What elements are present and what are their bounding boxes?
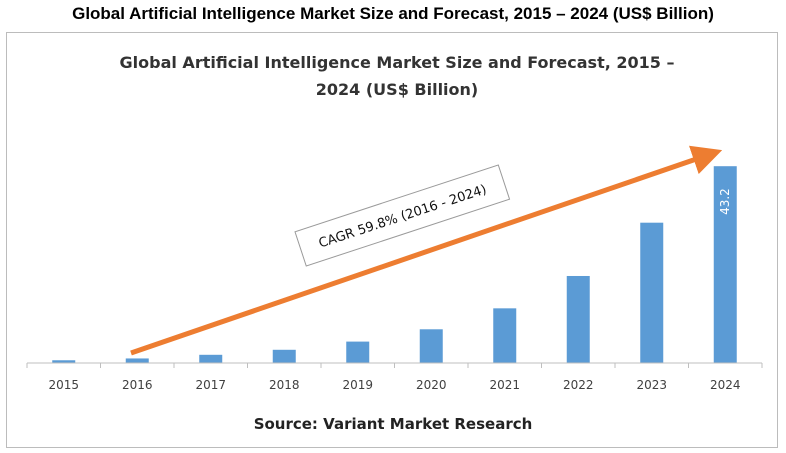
x-tick-label-2015: 2015	[48, 378, 79, 392]
bar-2021	[493, 308, 517, 363]
bar-2016	[125, 358, 149, 363]
bar-2019	[346, 341, 370, 363]
bar-2015	[52, 360, 76, 363]
chart-title-line-2: 2024 (US$ Billion)	[315, 80, 479, 99]
x-tick-label-2021: 2021	[489, 378, 520, 392]
source-note: Source: Variant Market Research	[253, 415, 533, 433]
bar-2018	[272, 349, 296, 363]
bar-2022	[566, 275, 590, 363]
bar-2023	[640, 222, 664, 363]
x-tick-label-2018: 2018	[269, 378, 300, 392]
bar-2020	[419, 329, 443, 363]
x-tick-label-2017: 2017	[195, 378, 226, 392]
bar-2024	[713, 166, 737, 363]
x-tick-label-2023: 2023	[636, 378, 667, 392]
x-tick-label-2022: 2022	[563, 378, 594, 392]
x-tick-label-2020: 2020	[416, 378, 447, 392]
chart-frame: Global Artificial Intelligence Market Si…	[6, 32, 778, 448]
chart-plot: 2015 2016 2017 2018 2019 2020 2021 2022 2023 2024…	[26, 145, 763, 392]
cagr-box	[294, 164, 511, 267]
chart-title-line-1: Global Artificial Intelligence Market Si…	[119, 53, 675, 72]
page-title: Global Artificial Intelligence Market Si…	[72, 4, 714, 23]
x-tick-layer	[26, 363, 763, 368]
x-tick-label-2016: 2016	[122, 378, 153, 392]
data-label-2024: 43.2	[718, 188, 732, 215]
tick-label-layer: 2015 2016 2017 2018 2019 2020 2021 2022 2023 2024…	[48, 188, 740, 392]
chart-title: Global Artificial Intelligence Market Si…	[87, 49, 707, 103]
trend-arrow	[130, 145, 723, 356]
x-tick-label-2024: 2024	[710, 378, 741, 392]
x-tick-label-2019: 2019	[342, 378, 373, 392]
cagr-callout: CAGR 59.8% (2016 - 2024)	[294, 164, 511, 267]
bars-layer	[52, 166, 737, 363]
bar-2017	[199, 354, 223, 363]
